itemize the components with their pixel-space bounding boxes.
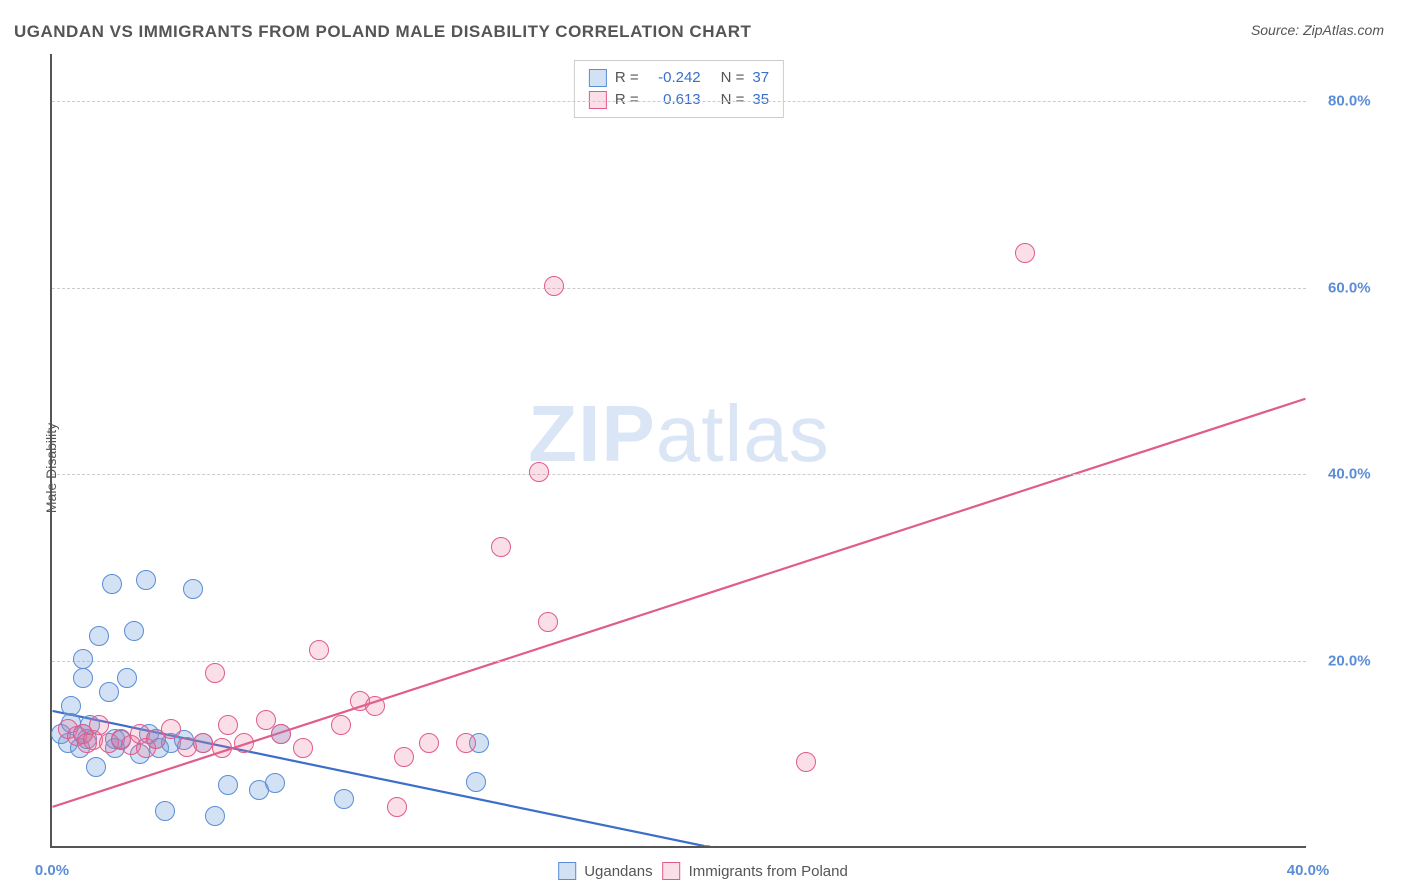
scatter-point bbox=[73, 668, 93, 688]
scatter-point bbox=[136, 570, 156, 590]
stat-n-label: N = bbox=[721, 67, 745, 89]
stat-n-value: 37 bbox=[752, 67, 769, 89]
scatter-point bbox=[466, 772, 486, 792]
scatter-point bbox=[99, 682, 119, 702]
scatter-point bbox=[293, 738, 313, 758]
scatter-point bbox=[544, 276, 564, 296]
legend-swatch bbox=[558, 862, 576, 880]
scatter-point bbox=[265, 773, 285, 793]
scatter-point bbox=[491, 537, 511, 557]
legend-swatch bbox=[589, 69, 607, 87]
gridline bbox=[52, 661, 1306, 662]
scatter-point bbox=[61, 696, 81, 716]
scatter-point bbox=[331, 715, 351, 735]
legend-item: Ugandans bbox=[558, 862, 652, 880]
scatter-point bbox=[124, 621, 144, 641]
stat-r-value: -0.242 bbox=[647, 67, 701, 89]
source-credit: Source: ZipAtlas.com bbox=[1251, 22, 1384, 38]
scatter-point bbox=[334, 789, 354, 809]
x-tick-label: 0.0% bbox=[35, 862, 69, 879]
legend-label: Immigrants from Poland bbox=[689, 863, 848, 880]
scatter-point bbox=[1015, 243, 1035, 263]
scatter-point bbox=[183, 579, 203, 599]
stats-row: R = -0.242 N = 37 bbox=[589, 67, 769, 89]
scatter-point bbox=[218, 775, 238, 795]
watermark: ZIPatlas bbox=[528, 388, 829, 480]
stats-legend: R =-0.242N =37R =0.613N =35 bbox=[574, 60, 784, 118]
scatter-point bbox=[89, 626, 109, 646]
scatter-point bbox=[73, 649, 93, 669]
scatter-chart: ZIPatlas R =-0.242N =37R =0.613N =35 20.… bbox=[50, 54, 1306, 848]
scatter-point bbox=[796, 752, 816, 772]
scatter-point bbox=[538, 612, 558, 632]
x-tick-label: 40.0% bbox=[1287, 862, 1330, 879]
gridline bbox=[52, 474, 1306, 475]
scatter-point bbox=[309, 640, 329, 660]
scatter-point bbox=[365, 696, 385, 716]
scatter-point bbox=[86, 757, 106, 777]
scatter-point bbox=[456, 733, 476, 753]
scatter-point bbox=[161, 719, 181, 739]
scatter-point bbox=[387, 797, 407, 817]
stat-r-label: R = bbox=[615, 67, 639, 89]
legend-label: Ugandans bbox=[584, 863, 652, 880]
scatter-point bbox=[155, 801, 175, 821]
scatter-point bbox=[205, 806, 225, 826]
legend-item: Immigrants from Poland bbox=[663, 862, 848, 880]
scatter-point bbox=[89, 715, 109, 735]
scatter-point bbox=[234, 733, 254, 753]
scatter-point bbox=[117, 668, 137, 688]
y-tick-label: 40.0% bbox=[1328, 466, 1371, 483]
scatter-point bbox=[419, 733, 439, 753]
chart-title: UGANDAN VS IMMIGRANTS FROM POLAND MALE D… bbox=[14, 22, 751, 42]
scatter-point bbox=[102, 574, 122, 594]
scatter-point bbox=[271, 724, 291, 744]
scatter-point bbox=[394, 747, 414, 767]
y-tick-label: 20.0% bbox=[1328, 653, 1371, 670]
trend-lines bbox=[52, 54, 1306, 846]
scatter-point bbox=[205, 663, 225, 683]
scatter-point bbox=[212, 738, 232, 758]
gridline bbox=[52, 101, 1306, 102]
scatter-point bbox=[193, 733, 213, 753]
series-legend: Ugandans Immigrants from Poland bbox=[558, 862, 848, 880]
y-tick-label: 80.0% bbox=[1328, 92, 1371, 109]
scatter-point bbox=[218, 715, 238, 735]
scatter-point bbox=[529, 462, 549, 482]
y-tick-label: 60.0% bbox=[1328, 279, 1371, 296]
legend-swatch bbox=[663, 862, 681, 880]
plot-area: Male Disability ZIPatlas R =-0.242N =37R… bbox=[14, 54, 1392, 882]
gridline bbox=[52, 288, 1306, 289]
